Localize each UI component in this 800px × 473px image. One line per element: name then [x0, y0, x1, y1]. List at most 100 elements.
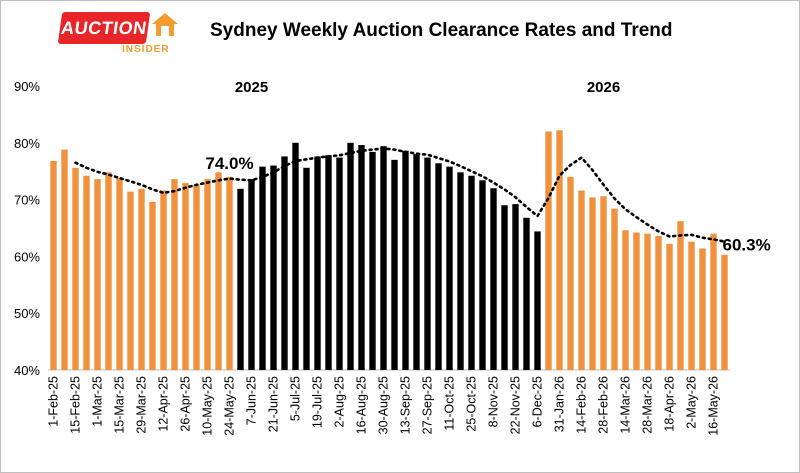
bar-16-May-26	[710, 233, 717, 370]
x-tick-label: 7-Jun-25	[245, 376, 259, 425]
x-tick-label: 24-May-25	[223, 376, 237, 436]
bar-19-Apr-25	[171, 179, 178, 370]
bar-28-Feb-26	[600, 196, 607, 370]
bar-21-Mar-26	[633, 232, 640, 370]
bar-1-Mar-25	[94, 179, 101, 370]
bar-2-May-26	[688, 241, 695, 370]
x-tick-label: 22-Nov-25	[509, 376, 523, 434]
data-label: 74.0%	[205, 154, 253, 173]
x-tick-label: 12-Apr-25	[157, 376, 171, 432]
bar-3-May-25	[193, 184, 200, 370]
bar-31-May-25	[237, 188, 244, 370]
bar-21-Jun-25	[270, 165, 277, 370]
bar-20-Sep-25	[413, 154, 420, 370]
x-tick-label: 27-Sep-25	[421, 376, 435, 434]
bar-5-Jul-25	[292, 142, 299, 370]
bar-29-Nov-25	[523, 217, 530, 370]
bar-7-Feb-26	[567, 176, 574, 370]
x-tick-label: 28-Feb-26	[597, 376, 611, 434]
bar-30-Aug-25	[380, 146, 387, 370]
bar-21-Feb-26	[589, 197, 596, 370]
logo-subtitle: INSIDER	[122, 44, 170, 55]
bar-18-Oct-25	[457, 172, 464, 370]
bar-23-Aug-25	[369, 151, 376, 370]
trend-line	[74, 147, 726, 243]
auction-insider-logo: AUCTION INSIDER	[57, 8, 190, 58]
chart-title: Sydney Weekly Auction Clearance Rates an…	[210, 20, 673, 41]
y-tick-label: 90%	[14, 79, 40, 94]
x-tick-label: 15-Mar-25	[113, 376, 127, 434]
x-tick-label: 26-Apr-25	[179, 376, 193, 432]
bar-24-May-25	[226, 176, 233, 370]
year-label: 2025	[235, 79, 268, 96]
bar-13-Sep-25	[402, 150, 409, 370]
bar-11-Oct-25	[446, 166, 453, 370]
bar-9-May-26	[699, 248, 706, 370]
bar-8-Mar-25	[105, 172, 112, 370]
bar-14-Jun-25	[259, 166, 266, 370]
x-tick-label: 30-Aug-25	[377, 376, 391, 434]
y-tick-label: 40%	[14, 363, 40, 378]
bar-22-Nov-25	[512, 204, 519, 370]
bar-16-Aug-25	[358, 145, 365, 370]
bar-17-May-25	[215, 172, 222, 370]
x-tick-label: 11-Oct-25	[443, 376, 457, 431]
bar-15-Mar-25	[116, 178, 123, 370]
bar-26-Apr-25	[182, 183, 189, 370]
year-label: 2026	[587, 79, 620, 96]
bar-8-Nov-25	[490, 188, 497, 370]
x-tick-label: 31-Jan-26	[553, 376, 567, 432]
x-tick-label: 1-Feb-25	[47, 376, 61, 427]
bar-28-Jun-25	[281, 156, 288, 370]
x-tick-label: 6-Dec-25	[531, 376, 545, 427]
bar-6-Dec-25	[534, 231, 541, 370]
y-tick-label: 60%	[14, 249, 40, 264]
bar-4-Apr-26	[655, 235, 662, 370]
bar-22-Mar-25	[127, 191, 134, 370]
bar-15-Feb-25	[72, 167, 79, 370]
bar-7-Jun-25	[248, 179, 255, 370]
bar-6-Sep-25	[391, 159, 398, 370]
y-tick-label: 50%	[14, 306, 40, 321]
x-tick-label: 18-Apr-26	[663, 376, 677, 432]
bar-27-Sep-25	[424, 157, 431, 370]
house-icon	[152, 13, 178, 36]
bar-4-Oct-25	[435, 163, 442, 370]
bar-18-Apr-26	[666, 243, 673, 370]
x-tick-label: 21-Jun-25	[267, 376, 281, 432]
x-tick-label: 1-Mar-25	[91, 376, 105, 427]
bar-10-May-25	[204, 179, 211, 370]
bar-1-Nov-25	[479, 180, 486, 370]
y-tick-label: 80%	[14, 136, 40, 151]
x-tick-label: 2-Aug-25	[333, 376, 347, 427]
bar-22-Feb-25	[83, 175, 90, 370]
y-tick-label: 70%	[14, 193, 40, 208]
x-tick-label: 28-Mar-26	[641, 376, 655, 434]
x-tick-label: 13-Sep-25	[399, 376, 413, 434]
bar-29-Mar-25	[138, 188, 145, 370]
bar-24-Jan-26	[545, 131, 552, 370]
x-tick-label: 10-May-25	[201, 376, 215, 436]
bar-19-Jul-25	[314, 156, 321, 370]
x-tick-label: 29-Mar-25	[135, 376, 149, 434]
bar-8-Feb-25	[61, 149, 68, 370]
x-tick-label: 14-Mar-26	[619, 376, 633, 434]
x-tick-label: 16-May-26	[707, 376, 721, 436]
bar-12-Jul-25	[303, 167, 310, 370]
bar-31-Jan-26	[556, 130, 563, 370]
bar-7-Mar-26	[611, 208, 618, 370]
bar-12-Apr-25	[160, 190, 167, 370]
bar-1-Feb-25	[50, 160, 57, 370]
bar-14-Feb-26	[578, 190, 585, 370]
bar-26-Jul-25	[325, 155, 332, 370]
x-tick-label: 25-Oct-25	[465, 376, 479, 432]
x-tick-label: 2-May-26	[685, 376, 699, 429]
x-tick-label: 5-Jul-25	[289, 376, 303, 421]
bar-25-Apr-26	[677, 221, 684, 370]
bar-2-Aug-25	[336, 157, 343, 370]
x-tick-label: 16-Aug-25	[355, 376, 369, 434]
bar-14-Mar-26	[622, 230, 629, 370]
data-label: 60.3%	[723, 236, 771, 255]
bar-28-Mar-26	[644, 233, 651, 370]
